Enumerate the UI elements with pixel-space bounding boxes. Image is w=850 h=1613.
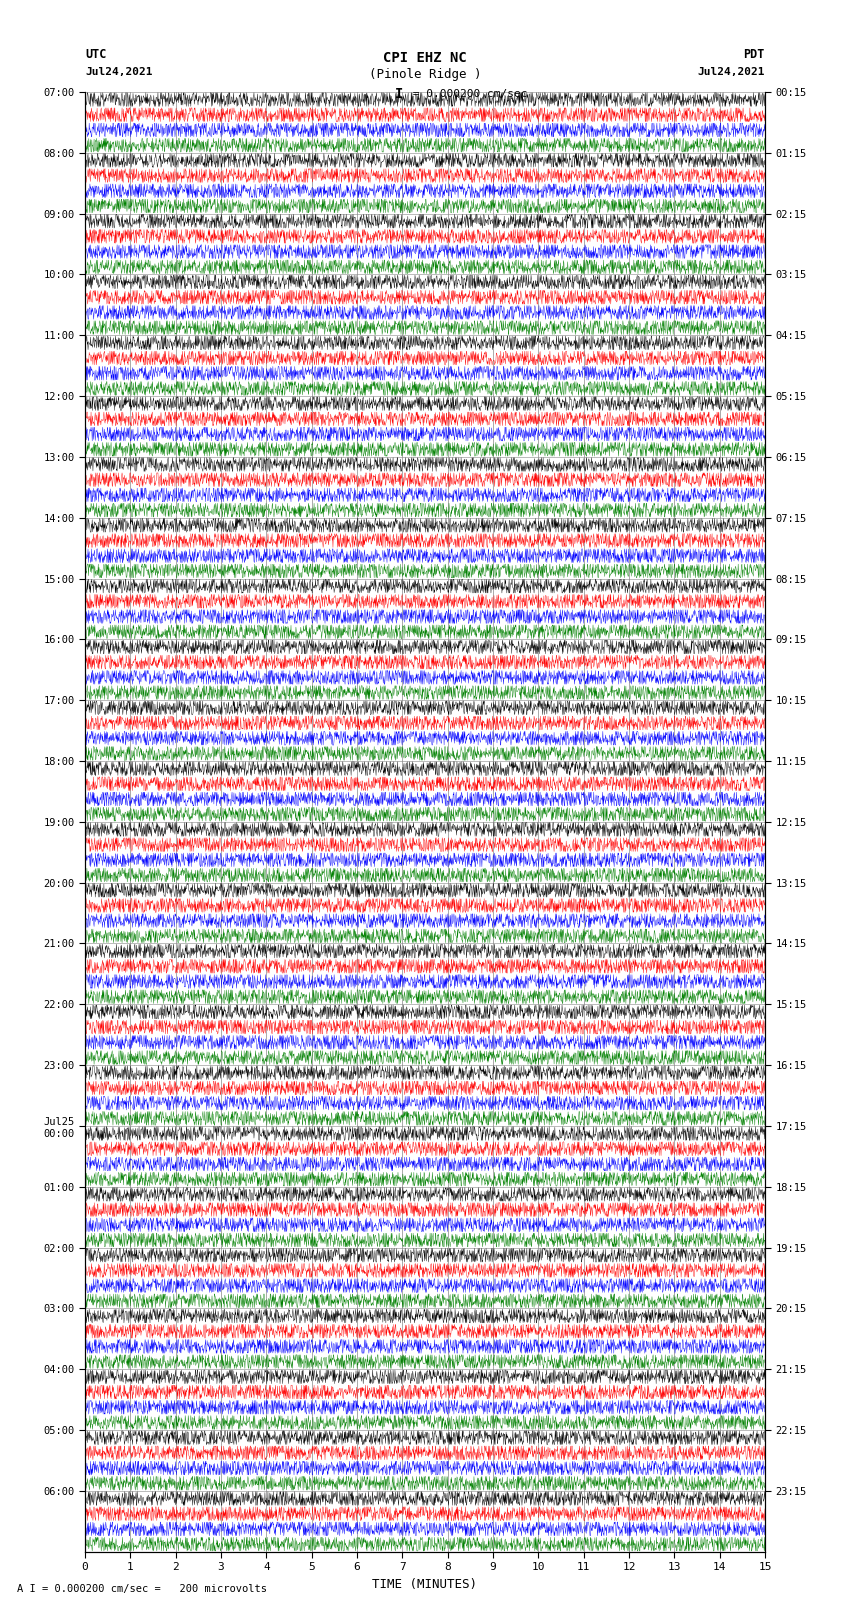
Text: CPI EHZ NC: CPI EHZ NC — [383, 50, 467, 65]
Text: (Pinole Ridge ): (Pinole Ridge ) — [369, 68, 481, 81]
Text: I: I — [395, 87, 404, 100]
Text: Jul24,2021: Jul24,2021 — [85, 68, 152, 77]
Text: UTC: UTC — [85, 48, 106, 61]
Text: = 0.000200 cm/sec: = 0.000200 cm/sec — [406, 89, 528, 98]
Text: A I = 0.000200 cm/sec =   200 microvolts: A I = 0.000200 cm/sec = 200 microvolts — [17, 1584, 267, 1594]
X-axis label: TIME (MINUTES): TIME (MINUTES) — [372, 1578, 478, 1590]
Text: Jul24,2021: Jul24,2021 — [698, 68, 765, 77]
Text: PDT: PDT — [744, 48, 765, 61]
